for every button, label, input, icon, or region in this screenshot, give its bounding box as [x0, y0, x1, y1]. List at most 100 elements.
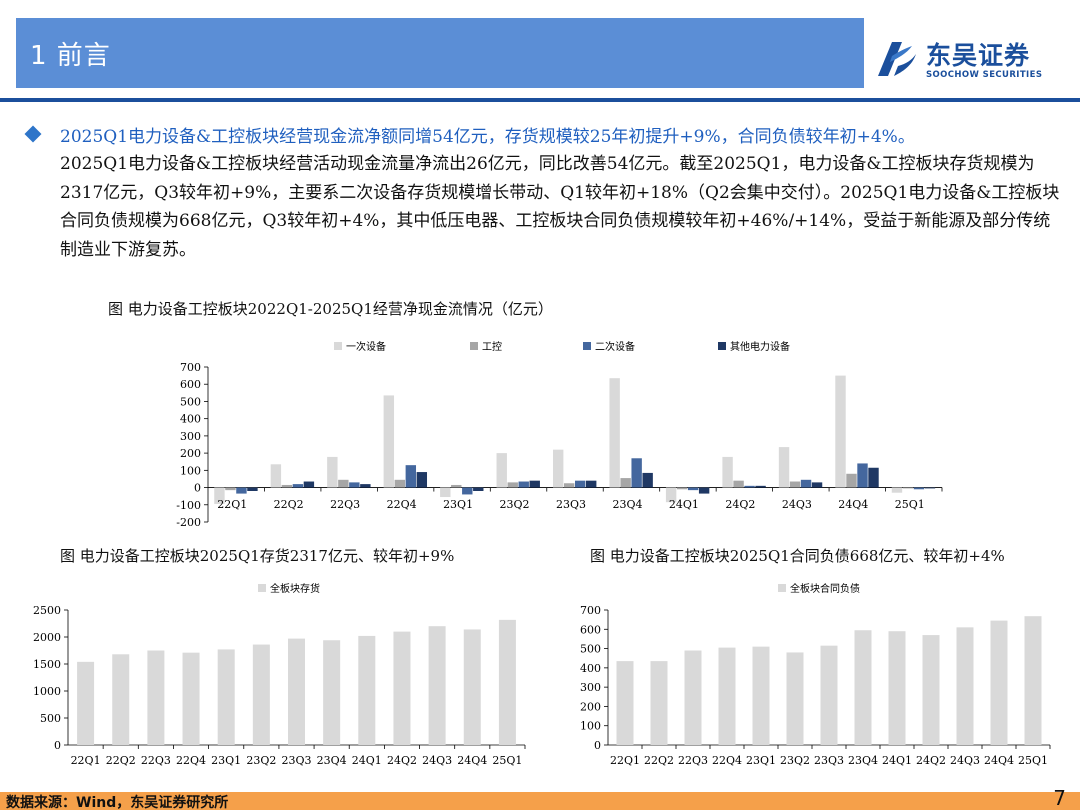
- inv-bar: [498, 619, 516, 745]
- inv-bar: [323, 640, 341, 745]
- cf-bar: [416, 472, 428, 488]
- cl-y-tick-label: 700: [580, 604, 601, 617]
- cl-x-tick-label: 24Q3: [950, 754, 980, 767]
- cf-bar: [451, 484, 462, 488]
- cf-x-tick-label: 23Q1: [443, 498, 473, 511]
- cf-bar: [811, 482, 823, 488]
- inv-bar: [428, 626, 446, 745]
- cl-x-tick-label: 24Q4: [984, 754, 1014, 767]
- inv-y-tick-label: 1500: [33, 658, 61, 671]
- inv-x-tick-label: 23Q1: [211, 754, 241, 767]
- cf-y-tick-label: -100: [176, 499, 201, 512]
- cf-bar: [620, 478, 631, 488]
- section-title: 1 前言: [30, 40, 111, 71]
- inv-legend-swatch: [258, 584, 266, 592]
- inv-x-tick-label: 24Q1: [352, 754, 382, 767]
- cf-bar: [473, 487, 484, 491]
- cl-bar: [786, 652, 804, 745]
- cl-bar: [616, 661, 634, 745]
- cl-x-tick-label: 23Q2: [780, 754, 810, 767]
- cf-y-tick-label: 200: [180, 447, 201, 460]
- inv-y-tick-label: 500: [40, 712, 61, 725]
- header-divider: [0, 98, 1080, 102]
- inv-x-tick-label: 23Q2: [246, 754, 276, 767]
- cf-bar: [496, 453, 507, 488]
- cl-legend-label: 全板块合同负债: [790, 582, 860, 595]
- cf-bar: [924, 487, 936, 489]
- cf-bar: [913, 487, 925, 490]
- cf-y-tick-label: 300: [180, 430, 201, 443]
- inv-x-tick-label: 23Q3: [281, 754, 311, 767]
- cf-bar: [225, 487, 236, 491]
- cl-y-tick-label: 600: [580, 623, 601, 636]
- cf-legend-label: 二次设备: [595, 340, 635, 353]
- cl-x-tick-label: 23Q1: [746, 754, 776, 767]
- inv-bar: [217, 649, 235, 745]
- cl-y-tick-label: 400: [580, 662, 601, 675]
- cf-bar: [687, 487, 699, 491]
- cl-bar: [1024, 616, 1042, 745]
- cl-bar: [752, 646, 770, 745]
- inv-x-tick-label: 22Q1: [71, 754, 101, 767]
- cf-x-tick-label: 23Q3: [556, 498, 586, 511]
- cl-bar: [650, 661, 668, 745]
- cf-y-tick-label: 600: [180, 378, 201, 391]
- section-title-bar: 1 前言: [16, 18, 864, 88]
- cl-y-tick-label: 300: [580, 681, 601, 694]
- cf-x-tick-label: 24Q3: [782, 498, 812, 511]
- inv-bar: [112, 654, 130, 745]
- cf-y-tick-label: 400: [180, 413, 201, 426]
- cf-bar: [665, 487, 677, 503]
- cl-x-tick-label: 24Q1: [882, 754, 912, 767]
- cf-legend-swatch: [718, 342, 726, 350]
- cf-legend-label: 工控: [482, 340, 502, 353]
- data-source: 数据来源：Wind，东吴证券研究所: [6, 795, 229, 811]
- inv-bar: [463, 629, 481, 745]
- diamond-bullet-icon: [24, 125, 42, 143]
- cf-legend-label: 其他电力设备: [730, 340, 790, 353]
- cl-bar: [854, 630, 872, 745]
- cf-bar: [902, 487, 914, 489]
- cf-bar: [835, 375, 846, 488]
- cf-bar: [338, 479, 349, 488]
- cf-bar: [891, 487, 903, 493]
- cf-legend-swatch: [470, 342, 478, 350]
- cf-x-tick-label: 24Q4: [838, 498, 868, 511]
- cf-bar: [722, 456, 733, 488]
- inv-bar: [182, 652, 200, 745]
- cf-x-tick-label: 23Q4: [612, 498, 642, 511]
- cl-x-tick-label: 25Q1: [1018, 754, 1048, 767]
- cf-bar: [676, 487, 688, 490]
- cf-bar: [642, 472, 653, 488]
- page-number: 7: [1053, 786, 1066, 810]
- soochow-logo-icon: [878, 42, 916, 76]
- cf-y-tick-label: 0: [194, 482, 201, 495]
- inv-x-tick-label: 23Q4: [317, 754, 347, 767]
- cl-x-tick-label: 22Q3: [678, 754, 708, 767]
- cl-x-tick-label: 22Q4: [712, 754, 742, 767]
- cf-bar: [394, 479, 406, 488]
- inv-legend-label: 全板块存货: [270, 582, 320, 595]
- inv-bar: [358, 635, 376, 745]
- chart1-title: 图 电力设备工控板块2022Q1-2025Q1经营净现金流情况（亿元）: [108, 300, 553, 318]
- cf-bar: [575, 480, 586, 488]
- cf-bar: [733, 480, 744, 488]
- cf-bar: [214, 487, 225, 504]
- logo-name: 东吴证券: [926, 41, 1031, 70]
- cl-bar: [956, 627, 974, 745]
- cl-bar: [990, 620, 1008, 745]
- inv-bar: [252, 644, 270, 745]
- cf-x-tick-label: 22Q2: [274, 498, 304, 511]
- cf-bar: [631, 458, 642, 488]
- inv-bar: [147, 650, 165, 745]
- cf-x-tick-label: 22Q4: [387, 498, 417, 511]
- chart2-title: 图 电力设备工控板块2025Q1存货2317亿元、较年初+9%: [60, 547, 455, 565]
- cf-bar: [789, 481, 801, 488]
- cf-bar: [247, 487, 258, 491]
- cf-bar: [518, 481, 529, 488]
- cl-bar: [684, 650, 702, 745]
- cf-bar: [327, 456, 338, 488]
- cf-x-tick-label: 24Q1: [669, 498, 699, 511]
- cf-bar: [507, 482, 518, 488]
- cf-bar: [303, 481, 315, 488]
